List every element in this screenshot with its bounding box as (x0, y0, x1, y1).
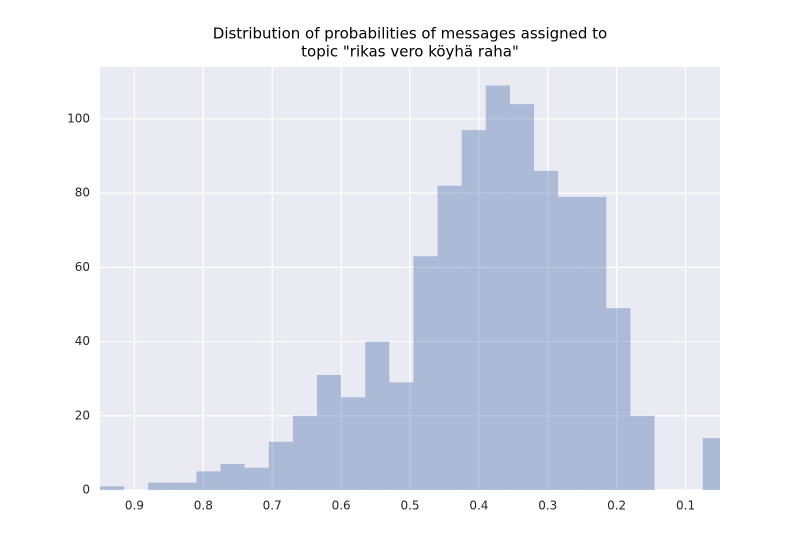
bar (582, 196, 607, 490)
bar (172, 482, 197, 490)
bar (292, 415, 317, 490)
bar (341, 397, 366, 490)
bar (461, 130, 486, 490)
x-tick-label: 0.7 (263, 499, 282, 513)
chart-title: topic "rikas vero köyhä raha" (301, 43, 519, 61)
x-tick-label: 0.8 (194, 499, 213, 513)
x-tick-label: 0.6 (332, 499, 351, 513)
bar (702, 438, 720, 490)
bar (389, 382, 414, 490)
bar (630, 415, 655, 490)
y-tick-label: 80 (75, 186, 90, 200)
x-tick-label: 0.5 (400, 499, 419, 513)
y-tick-label: 40 (75, 334, 90, 348)
bar (437, 185, 462, 490)
bar (317, 374, 342, 490)
bar (485, 85, 510, 490)
x-tick-label: 0.9 (125, 499, 144, 513)
y-tick-label: 0 (82, 483, 90, 497)
bar (509, 104, 534, 490)
bar (268, 441, 293, 490)
x-tick-label: 0.3 (538, 499, 557, 513)
bar (100, 486, 125, 490)
bar (365, 341, 390, 490)
y-tick-label: 60 (75, 260, 90, 274)
x-tick-label: 0.2 (607, 499, 626, 513)
y-tick-label: 100 (67, 111, 90, 125)
bar (196, 471, 221, 490)
bar (148, 482, 173, 490)
y-tick-label: 20 (75, 408, 90, 422)
bar (606, 308, 631, 490)
bar (220, 464, 245, 490)
bar (244, 467, 269, 490)
bar (558, 196, 583, 490)
x-tick-label: 0.1 (676, 499, 695, 513)
bar (413, 256, 438, 490)
bar (534, 170, 559, 490)
x-tick-label: 0.4 (469, 499, 488, 513)
chart-title: Distribution of probabilities of message… (213, 25, 607, 43)
